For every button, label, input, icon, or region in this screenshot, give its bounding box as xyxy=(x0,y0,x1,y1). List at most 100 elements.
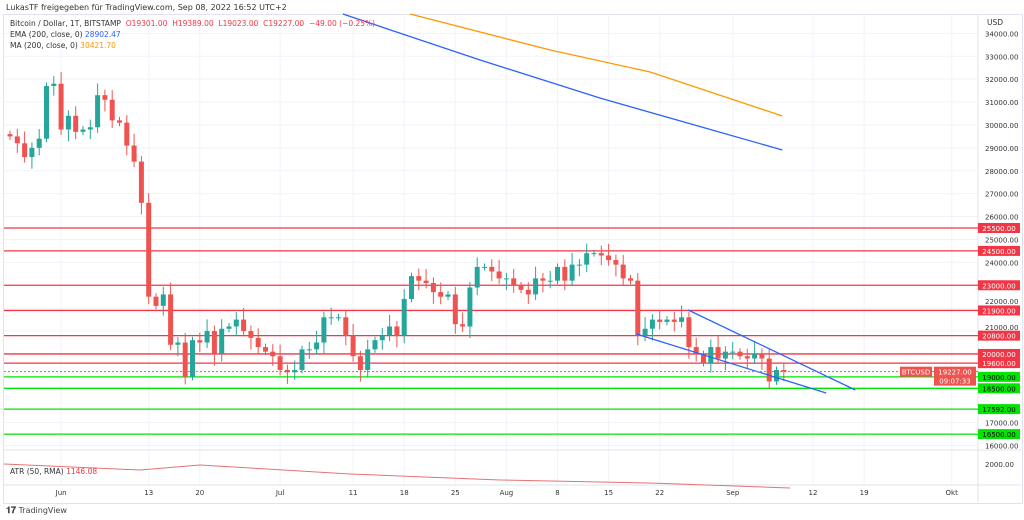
candle-body xyxy=(379,335,385,341)
level-price-label: 20000.00 xyxy=(982,351,1015,359)
ma-line xyxy=(409,13,783,117)
candle-body xyxy=(44,86,49,139)
candle-body xyxy=(248,331,254,338)
candle-body xyxy=(693,347,699,354)
candle-body xyxy=(722,351,728,359)
candle-body xyxy=(657,319,663,322)
candle-body xyxy=(87,127,93,130)
candle-body xyxy=(409,276,414,299)
candle-body xyxy=(679,317,685,322)
candle-body xyxy=(226,326,232,329)
candle-body xyxy=(540,278,546,281)
candle-body xyxy=(401,298,407,336)
candle-body xyxy=(774,369,779,382)
candle-body xyxy=(438,292,444,297)
x-tick-label: 8 xyxy=(555,489,559,497)
candle-body xyxy=(321,317,327,343)
ema-line xyxy=(342,13,783,151)
candle-body xyxy=(613,260,619,265)
candle-body xyxy=(496,271,502,279)
x-tick-label: Sep xyxy=(726,489,740,497)
level-price-tag xyxy=(978,348,1020,359)
candle-body xyxy=(117,120,122,123)
candle-body xyxy=(153,296,159,306)
atr-value: 1146.08 xyxy=(66,467,98,476)
brand-text: TradingView xyxy=(18,506,67,515)
candle-body xyxy=(649,319,655,329)
level-price-tag xyxy=(978,245,1020,256)
y-tick-label: 31000.00 xyxy=(985,99,1018,107)
y-tick-label: 34000.00 xyxy=(985,30,1018,38)
candle-body xyxy=(255,337,261,348)
chart-frame[interactable] xyxy=(3,14,1023,504)
tradingview-logo[interactable]: 𝟏𝟕 TradingView xyxy=(6,506,67,516)
currency-label: USD xyxy=(987,18,1004,27)
candle-body xyxy=(131,145,137,162)
candle-body xyxy=(730,351,736,353)
trend-channel-line xyxy=(636,333,827,394)
ema-value: 28902.47 xyxy=(84,30,121,39)
candle-body xyxy=(708,347,714,364)
candle-body xyxy=(168,294,174,345)
candle-body xyxy=(102,95,108,100)
ma-value: 30421.70 xyxy=(80,41,116,50)
candle-body xyxy=(314,342,320,350)
x-tick-label: 25 xyxy=(451,489,460,497)
x-tick-label: Jun xyxy=(55,489,67,497)
candle-body xyxy=(292,369,298,373)
level-price-tag xyxy=(978,429,1020,440)
level-price-label: 18500.00 xyxy=(982,385,1015,393)
candle-body xyxy=(591,253,597,255)
x-tick-label: 15 xyxy=(604,489,613,497)
candle-body xyxy=(365,349,371,370)
candle-body xyxy=(233,319,239,327)
candle-body xyxy=(759,353,765,359)
level-price-label: 21900.00 xyxy=(982,307,1015,315)
candle-body xyxy=(518,285,524,290)
y-tick-label: 21000.00 xyxy=(985,324,1018,332)
candle-body xyxy=(284,369,290,373)
level-price-label: 17592.00 xyxy=(982,406,1015,414)
current-price-tag xyxy=(934,366,976,386)
atr-legend: ATR (50, RMA) 1146.08 xyxy=(10,467,97,476)
candle-body xyxy=(146,202,152,297)
x-tick-label: 12 xyxy=(809,489,818,497)
candle-body xyxy=(182,342,188,377)
candle-body xyxy=(357,356,363,370)
close-value: C19227.00 xyxy=(263,19,305,28)
symbol-tag xyxy=(900,366,932,377)
y-tick-label: 28000.00 xyxy=(985,168,1018,176)
candle-body xyxy=(620,264,626,279)
candle-body xyxy=(555,266,560,281)
symbol-label[interactable]: Bitcoin / Dollar, 1T, BITSTAMP xyxy=(10,19,121,28)
level-price-label: 24500.00 xyxy=(982,248,1015,256)
candle-body xyxy=(569,264,575,281)
candle-body xyxy=(336,317,341,319)
candle-body xyxy=(766,358,772,382)
ma-label[interactable]: MA (200, close, 0) xyxy=(10,41,78,50)
candle-body xyxy=(175,342,181,345)
candle-body xyxy=(124,122,130,146)
candle-body xyxy=(671,319,677,322)
candle-body xyxy=(22,143,28,158)
candle-body xyxy=(715,347,721,359)
level-price-label: 19600.00 xyxy=(982,360,1015,368)
countdown-label: 09:07:33 xyxy=(939,378,970,386)
y-tick-label: 16000.00 xyxy=(985,443,1018,451)
candle-body xyxy=(350,335,356,357)
candle-body xyxy=(7,134,13,137)
candle-body xyxy=(328,317,334,319)
level-price-tag xyxy=(978,404,1020,415)
candle-body xyxy=(752,353,758,359)
x-tick-label: Okt xyxy=(946,489,959,497)
candle-body xyxy=(204,331,210,343)
candle-body xyxy=(445,294,451,297)
ema-label[interactable]: EMA (200, close, 0) xyxy=(10,30,83,39)
y-tick-label: 33000.00 xyxy=(985,53,1018,61)
candle-body xyxy=(635,280,641,336)
atr-label[interactable]: ATR (50, RMA) xyxy=(10,467,64,476)
level-price-tag xyxy=(978,383,1020,394)
x-tick-label: 11 xyxy=(349,489,358,497)
candle-body xyxy=(306,349,312,351)
